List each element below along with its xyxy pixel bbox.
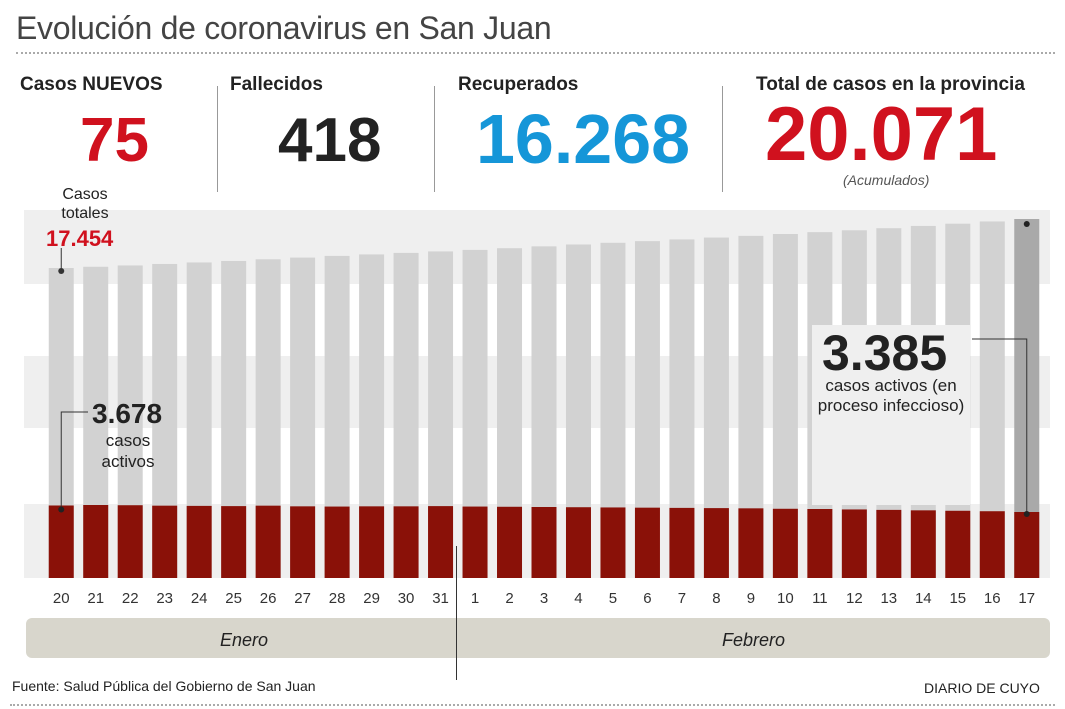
active-bar bbox=[255, 505, 281, 578]
active-bar bbox=[772, 508, 798, 578]
x-tick-label: 5 bbox=[609, 590, 617, 607]
active-bar bbox=[48, 505, 74, 578]
activos-end-box bbox=[812, 325, 970, 505]
total-note: (Acumulados) bbox=[843, 172, 930, 188]
stat-divider bbox=[217, 86, 218, 192]
x-tick-label: 4 bbox=[574, 590, 582, 607]
total-end-dot bbox=[1023, 221, 1030, 227]
month-divider bbox=[456, 546, 457, 680]
x-tick-label: 26 bbox=[260, 590, 277, 607]
x-tick-label: 1 bbox=[471, 590, 479, 607]
activos-end-value: 3.385 bbox=[822, 325, 948, 381]
fallecidos-value: 418 bbox=[278, 106, 382, 175]
activos-end-leader bbox=[972, 338, 1028, 514]
x-tick-label: 17 bbox=[1018, 590, 1035, 607]
active-bar bbox=[1014, 512, 1040, 578]
x-tick-label: 16 bbox=[984, 590, 1001, 607]
x-tick-label: 10 bbox=[777, 590, 794, 607]
x-tick-label: 12 bbox=[846, 590, 863, 607]
active-bar bbox=[117, 505, 143, 578]
month-band bbox=[26, 618, 1050, 658]
fallecidos-label: Fallecidos bbox=[230, 74, 323, 95]
active-bar bbox=[221, 506, 247, 578]
x-tick-label: 30 bbox=[398, 590, 415, 607]
active-bar bbox=[565, 507, 591, 578]
brand-name: DIARIO DE CUYO bbox=[924, 680, 1040, 696]
x-tick-label: 28 bbox=[329, 590, 346, 607]
x-tick-labels: 20 21 22 23 24 25 26 27 28 29 30 31 1 2 3 4 5 6 7 8 9 10 11 12 1… bbox=[53, 590, 1035, 607]
active-bar bbox=[393, 506, 419, 578]
x-tick-label: 13 bbox=[880, 590, 897, 607]
active-bar bbox=[359, 506, 385, 578]
source-note: Fuente: Salud Pública del Gobierno de Sa… bbox=[12, 678, 316, 694]
x-tick-label: 24 bbox=[191, 590, 208, 607]
month-enero: Enero bbox=[220, 630, 269, 650]
activos-start-leader bbox=[60, 411, 88, 510]
recuperados-value: 16.268 bbox=[476, 100, 691, 178]
bars-group bbox=[48, 219, 1040, 579]
x-tick-label: 23 bbox=[156, 590, 173, 607]
active-bar bbox=[634, 507, 660, 578]
active-bar bbox=[531, 507, 557, 578]
active-bar bbox=[669, 507, 695, 578]
recuperados-label: Recuperados bbox=[458, 74, 579, 95]
total-label: Total de casos en la provincia bbox=[756, 74, 1025, 95]
active-bar bbox=[876, 509, 902, 578]
x-tick-label: 8 bbox=[712, 590, 720, 607]
activos-start-value: 3.678 bbox=[92, 398, 163, 429]
active-bar bbox=[428, 506, 454, 578]
casos-totales-value: 17.454 bbox=[46, 226, 114, 251]
active-bar bbox=[807, 509, 833, 578]
active-bar bbox=[910, 510, 936, 578]
total-value: 20.071 bbox=[765, 92, 998, 177]
annotation-leaders bbox=[58, 221, 1030, 517]
active-bar bbox=[152, 505, 178, 578]
activos-end-dot bbox=[1023, 511, 1030, 517]
x-tick-label: 31 bbox=[432, 590, 449, 607]
active-bar bbox=[324, 506, 350, 578]
x-tick-label: 29 bbox=[363, 590, 380, 607]
x-tick-label: 27 bbox=[294, 590, 311, 607]
stat-divider bbox=[722, 86, 723, 192]
active-bar bbox=[979, 511, 1005, 578]
x-tick-label: 20 bbox=[53, 590, 70, 607]
x-tick-label: 25 bbox=[225, 590, 242, 607]
x-tick-label: 22 bbox=[122, 590, 139, 607]
x-tick-label: 14 bbox=[915, 590, 932, 607]
totales-dot bbox=[58, 268, 65, 274]
x-tick-label: 9 bbox=[747, 590, 755, 607]
stat-divider bbox=[434, 86, 435, 192]
month-febrero: Febrero bbox=[722, 630, 786, 650]
x-tick-label: 21 bbox=[87, 590, 104, 607]
x-tick-label: 3 bbox=[540, 590, 548, 607]
active-bar bbox=[703, 508, 729, 578]
x-tick-label: 7 bbox=[678, 590, 686, 607]
active-bar bbox=[290, 506, 316, 578]
chart-title: Evolución de coronavirus en San Juan bbox=[16, 10, 552, 46]
nuevos-label: Casos NUEVOS bbox=[20, 74, 163, 95]
casos-totales-label: Casos totales bbox=[61, 186, 109, 222]
activos-start-label: casos activos bbox=[101, 431, 155, 471]
bottom-divider bbox=[10, 704, 1055, 706]
x-tick-label: 11 bbox=[812, 590, 828, 607]
activos-start-dot bbox=[58, 506, 65, 513]
x-tick-label: 6 bbox=[643, 590, 651, 607]
active-bar bbox=[186, 505, 212, 578]
active-bar bbox=[462, 506, 488, 578]
active-bar bbox=[83, 505, 109, 578]
title-divider bbox=[16, 52, 1055, 54]
nuevos-value: 75 bbox=[80, 106, 149, 175]
x-tick-label: 2 bbox=[505, 590, 513, 607]
active-bar bbox=[738, 508, 764, 578]
active-bar bbox=[497, 506, 523, 578]
active-bar bbox=[600, 507, 626, 578]
active-bar bbox=[841, 509, 867, 578]
x-tick-label: 15 bbox=[949, 590, 966, 607]
active-bar bbox=[945, 510, 971, 578]
activos-end-label: casos activos (en proceso infeccioso) bbox=[817, 376, 965, 415]
